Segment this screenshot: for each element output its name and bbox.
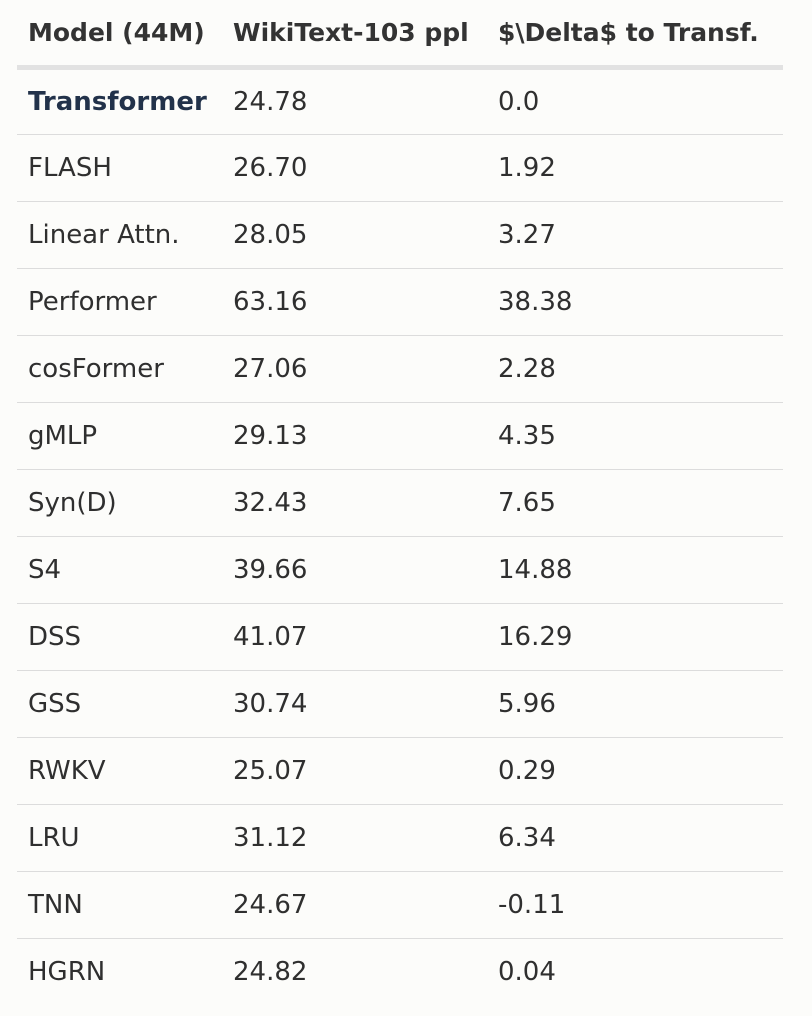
cell-delta: 4.35 — [482, 402, 783, 470]
header-delta: $\Delta$ to Transf. — [482, 0, 783, 70]
header-ppl: WikiText-103 ppl — [217, 0, 482, 70]
table-row: S4 39.66 14.88 — [17, 536, 783, 604]
cell-ppl: 29.13 — [217, 402, 482, 470]
table-row: DSS 41.07 16.29 — [17, 603, 783, 671]
cell-delta: -0.11 — [482, 871, 783, 939]
cell-ppl: 32.43 — [217, 469, 482, 537]
cell-model: TNN — [17, 871, 217, 939]
cell-model: S4 — [17, 536, 217, 604]
cell-ppl: 31.12 — [217, 804, 482, 872]
cell-model: DSS — [17, 603, 217, 671]
cell-model: Performer — [17, 268, 217, 336]
table-header: Model (44M) WikiText-103 ppl $\Delta$ to… — [17, 0, 783, 70]
cell-ppl: 24.78 — [217, 67, 482, 135]
cell-delta: 7.65 — [482, 469, 783, 537]
cell-ppl: 63.16 — [217, 268, 482, 336]
table-row: Performer 63.16 38.38 — [17, 268, 783, 336]
cell-delta: 0.0 — [482, 67, 783, 135]
cell-ppl: 26.70 — [217, 134, 482, 202]
cell-ppl: 28.05 — [217, 201, 482, 269]
cell-model: GSS — [17, 670, 217, 738]
table-row: HGRN 24.82 0.04 — [17, 938, 783, 1005]
cell-model: Syn(D) — [17, 469, 217, 537]
cell-ppl: 24.67 — [217, 871, 482, 939]
cell-model: Linear Attn. — [17, 201, 217, 269]
results-table: Model (44M) WikiText-103 ppl $\Delta$ to… — [17, 0, 783, 1005]
cell-delta: 1.92 — [482, 134, 783, 202]
cell-model: HGRN — [28, 956, 106, 987]
cell-ppl: 39.66 — [217, 536, 482, 604]
table-row: RWKV 25.07 0.29 — [17, 737, 783, 805]
cell-delta: 6.34 — [482, 804, 783, 872]
table-row: LRU 31.12 6.34 — [17, 804, 783, 872]
cell-model: Transformer — [17, 67, 217, 135]
table-row: GSS 30.74 5.96 — [17, 670, 783, 738]
table-row: TNN 24.67 -0.11 — [17, 871, 783, 939]
cell-delta: 0.04 — [498, 956, 556, 987]
cell-model: gMLP — [17, 402, 217, 470]
cell-delta: 16.29 — [482, 603, 783, 671]
cell-delta: 2.28 — [482, 335, 783, 403]
cell-model: RWKV — [17, 737, 217, 805]
cell-model: cosFormer — [17, 335, 217, 403]
cell-delta: 38.38 — [482, 268, 783, 336]
cell-model: FLASH — [17, 134, 217, 202]
cell-delta: 0.29 — [482, 737, 783, 805]
cell-ppl: 24.82 — [233, 956, 308, 987]
cell-ppl: 27.06 — [217, 335, 482, 403]
table-row: gMLP 29.13 4.35 — [17, 402, 783, 470]
table-row: cosFormer 27.06 2.28 — [17, 335, 783, 403]
cell-ppl: 25.07 — [217, 737, 482, 805]
cell-ppl: 41.07 — [217, 603, 482, 671]
header-row: Model (44M) WikiText-103 ppl $\Delta$ to… — [17, 0, 783, 70]
cell-model: LRU — [17, 804, 217, 872]
header-model: Model (44M) — [17, 0, 217, 70]
cell-delta: 5.96 — [482, 670, 783, 738]
table-row: Transformer 24.78 0.0 — [17, 67, 783, 135]
table-row: Linear Attn. 28.05 3.27 — [17, 201, 783, 269]
cell-ppl: 30.74 — [217, 670, 482, 738]
table-row: Syn(D) 32.43 7.65 — [17, 469, 783, 537]
table-body: Transformer 24.78 0.0 FLASH 26.70 1.92 Linear … — [17, 67, 783, 1005]
cell-delta: 14.88 — [482, 536, 783, 604]
cell-delta: 3.27 — [482, 201, 783, 269]
table-row: FLASH 26.70 1.92 — [17, 134, 783, 202]
